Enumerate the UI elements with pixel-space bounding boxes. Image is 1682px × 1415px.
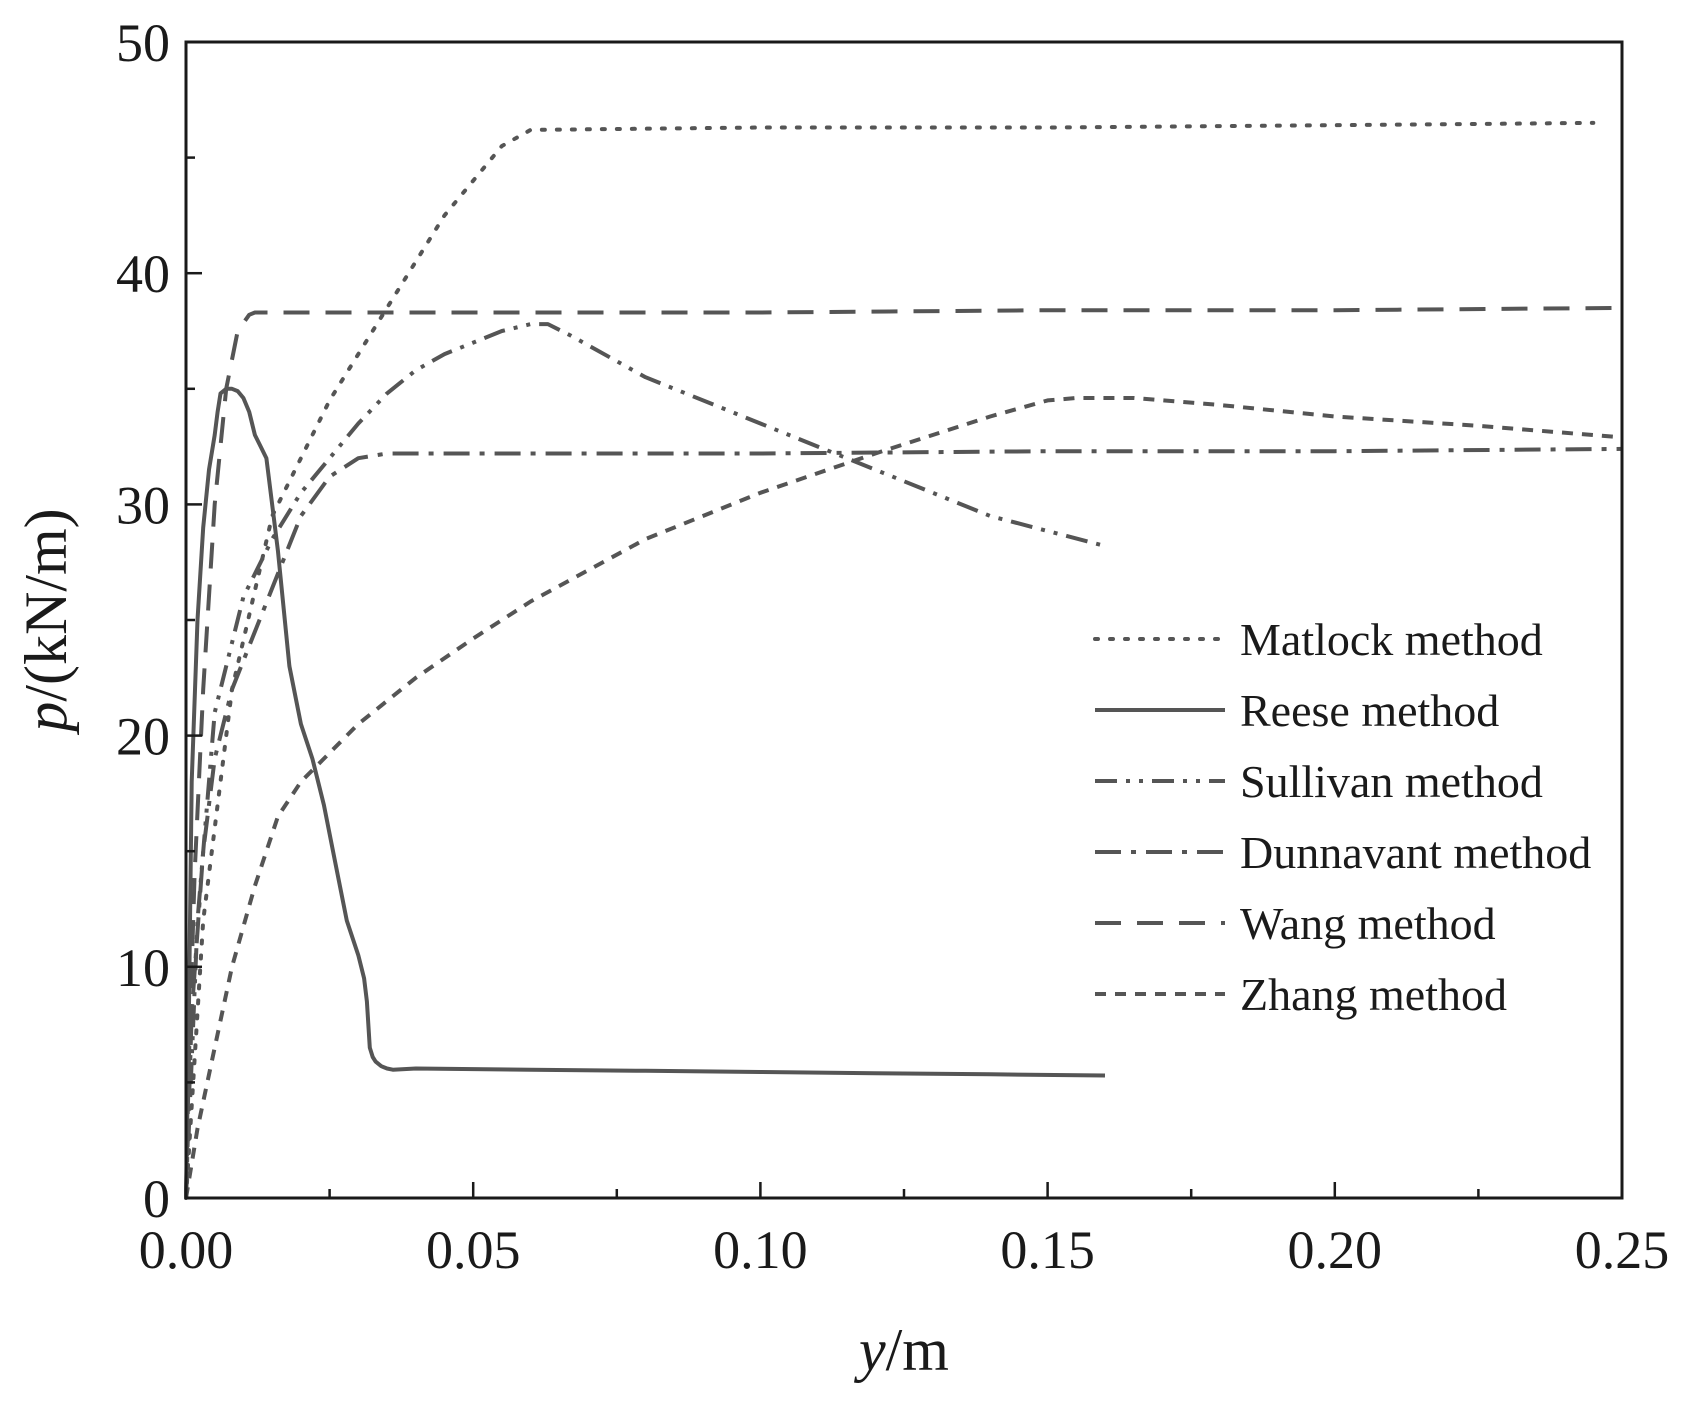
y-tick-label: 20 bbox=[116, 707, 170, 767]
y-tick-label: 50 bbox=[116, 13, 170, 73]
series-line-wang-method bbox=[184, 305, 1623, 1199]
legend-label-sullivan-method: Sullivan method bbox=[1240, 756, 1543, 807]
series-line-sullivan-method bbox=[184, 322, 1106, 1199]
x-axis-title-unit: /m bbox=[886, 1317, 949, 1383]
x-tick-label: 0.15 bbox=[1000, 1220, 1095, 1280]
series-line-dunnavant-method bbox=[184, 446, 1623, 1199]
series-layer bbox=[184, 120, 1623, 1200]
ticks-layer: 0.00 0.05 0.10 0.15 0.20 0.25 0 10 20 30 40 50 bbox=[116, 13, 1669, 1280]
x-axis-title-symbol: y bbox=[853, 1317, 886, 1383]
y-axis-title: p/(kN/m) bbox=[13, 508, 79, 735]
y-tick-label: 0 bbox=[143, 1169, 170, 1229]
series-line-reese-method bbox=[184, 386, 1106, 1199]
legend-label-zhang-method: Zhang method bbox=[1240, 969, 1507, 1020]
x-tick-label: 0.20 bbox=[1288, 1220, 1383, 1280]
x-tick-label: 0.00 bbox=[139, 1220, 234, 1280]
x-tick-label: 0.25 bbox=[1575, 1220, 1670, 1280]
x-tick-label: 0.10 bbox=[713, 1220, 808, 1280]
x-tick-label: 0.05 bbox=[426, 1220, 521, 1280]
legend-label-dunnavant-method: Dunnavant method bbox=[1240, 827, 1591, 878]
legend-label-wang-method: Wang method bbox=[1240, 898, 1496, 949]
y-tick-label: 30 bbox=[116, 475, 170, 535]
y-axis-title-symbol: p bbox=[13, 702, 79, 736]
y-tick-label: 10 bbox=[116, 938, 170, 998]
legend-label-reese-method: Reese method bbox=[1240, 685, 1499, 736]
y-axis-title-unit: /(kN/m) bbox=[13, 508, 79, 701]
y-tick-label: 40 bbox=[116, 244, 170, 304]
legend-label-matlock-method: Matlock method bbox=[1240, 614, 1543, 665]
x-axis-title: y/m bbox=[853, 1317, 949, 1383]
legend: Matlock method Reese method Sullivan metho… bbox=[1093, 614, 1591, 1020]
